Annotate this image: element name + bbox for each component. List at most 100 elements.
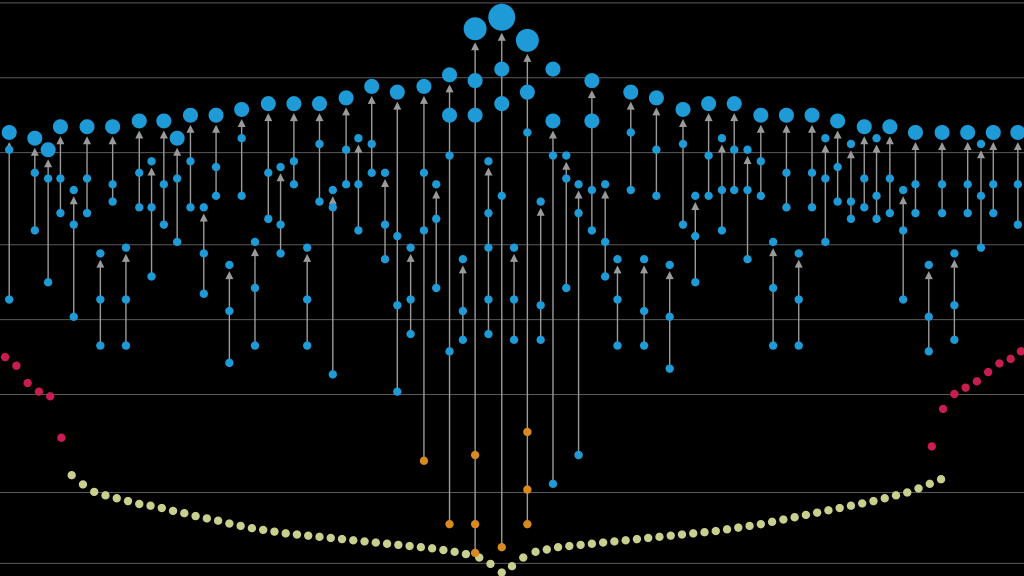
point-58-1 xyxy=(768,283,778,293)
arrowhead-40 xyxy=(536,207,545,216)
baseline-dot-19 xyxy=(213,516,223,525)
point-42-1 xyxy=(562,174,571,183)
baseline-dot-53 xyxy=(598,538,608,547)
baseline-dot-88 xyxy=(972,377,982,386)
point-55-2 xyxy=(726,96,742,112)
point-39-0 xyxy=(523,519,532,529)
point-29-0 xyxy=(393,387,402,396)
baseline-dot-43 xyxy=(486,559,495,569)
arrowhead-63 xyxy=(833,130,842,139)
point-2-2 xyxy=(40,142,56,158)
arrowhead-20 xyxy=(276,173,285,182)
point-48-0 xyxy=(639,341,649,350)
arrowhead-53 xyxy=(704,113,713,122)
arrowhead-9 xyxy=(135,130,144,139)
arrowhead-2 xyxy=(44,159,53,168)
point-74-2 xyxy=(976,139,986,149)
point-53-2 xyxy=(701,96,717,112)
arrowhead-48 xyxy=(640,265,649,274)
baseline-dot-54 xyxy=(610,537,619,546)
arrowhead-37 xyxy=(497,32,506,41)
point-76-0 xyxy=(1013,220,1023,229)
point-56-2 xyxy=(743,145,752,154)
point-60-1 xyxy=(794,295,803,304)
baseline-dot-35 xyxy=(394,540,403,550)
point-74-1 xyxy=(976,191,986,201)
baseline-dot-55 xyxy=(621,536,630,545)
baseline-dot-33 xyxy=(371,538,381,547)
arrowhead-33 xyxy=(445,84,454,93)
arrowhead-24 xyxy=(328,196,337,205)
baseline-dot-63 xyxy=(711,526,720,536)
point-35-0 xyxy=(470,548,480,558)
point-10-2 xyxy=(147,157,156,166)
point-59-2 xyxy=(778,107,794,123)
baseline-dot-60 xyxy=(677,530,687,539)
point-27-1 xyxy=(367,139,376,149)
point-67-0 xyxy=(885,208,895,218)
point-22-2 xyxy=(303,243,312,252)
arrowhead-12 xyxy=(173,147,182,156)
point-51-0 xyxy=(678,220,688,229)
baseline-dot-56 xyxy=(632,534,642,544)
arrowhead-8 xyxy=(121,253,130,262)
baseline-dot-45 xyxy=(507,562,517,571)
arrowhead-18 xyxy=(250,248,259,257)
point-40-2 xyxy=(536,197,545,206)
point-33-2 xyxy=(445,151,454,160)
baseline-dot-18 xyxy=(202,514,212,523)
arrowhead-17 xyxy=(237,118,246,127)
baseline-dots xyxy=(0,347,1024,576)
point-37-3 xyxy=(494,61,510,77)
point-57-2 xyxy=(753,107,769,123)
arrowhead-55 xyxy=(730,113,739,122)
baseline-dot-20 xyxy=(225,519,234,528)
point-75-0 xyxy=(989,208,998,218)
point-51-1 xyxy=(678,139,688,149)
point-24-1 xyxy=(328,203,337,212)
point-11-2 xyxy=(156,113,172,129)
baseline-dot-86 xyxy=(950,389,959,399)
arrowhead-60 xyxy=(794,259,803,268)
point-9-1 xyxy=(135,168,144,177)
arrowhead-27 xyxy=(367,95,376,104)
point-0-0 xyxy=(5,295,14,304)
point-43-1 xyxy=(574,450,583,460)
point-8-1 xyxy=(121,295,131,304)
point-23-0 xyxy=(315,197,324,206)
point-33-4 xyxy=(442,67,458,83)
point-59-1 xyxy=(782,168,791,177)
arrowhead-16 xyxy=(225,271,234,280)
baseline-dot-32 xyxy=(360,537,369,546)
point-47-1 xyxy=(626,128,635,137)
point-4-2 xyxy=(69,185,78,195)
point-46-2 xyxy=(613,255,622,264)
baseline-dot-77 xyxy=(869,496,878,506)
arrowhead-4 xyxy=(69,196,78,205)
point-52-2 xyxy=(691,191,700,201)
point-40-0 xyxy=(536,335,545,345)
point-51-2 xyxy=(675,101,691,117)
point-22-0 xyxy=(303,341,312,350)
arrowhead-14 xyxy=(199,213,208,222)
point-39-5 xyxy=(515,28,539,52)
point-62-1 xyxy=(821,174,830,183)
point-3-0 xyxy=(56,208,65,218)
point-36-2 xyxy=(484,243,493,252)
point-41-2 xyxy=(545,113,561,129)
baseline-dot-75 xyxy=(846,501,856,510)
point-71-2 xyxy=(934,124,950,140)
point-74-0 xyxy=(976,243,986,252)
point-49-0 xyxy=(652,191,661,201)
baseline-dot-38 xyxy=(427,544,437,553)
point-69-0 xyxy=(911,208,920,218)
point-12-1 xyxy=(172,174,182,183)
point-48-1 xyxy=(639,306,649,316)
point-17-0 xyxy=(237,191,246,201)
arrowhead-56 xyxy=(743,155,752,164)
arrowhead-19 xyxy=(264,113,273,122)
point-19-2 xyxy=(260,96,276,112)
arrowhead-30 xyxy=(406,253,415,262)
point-68-0 xyxy=(898,295,908,304)
